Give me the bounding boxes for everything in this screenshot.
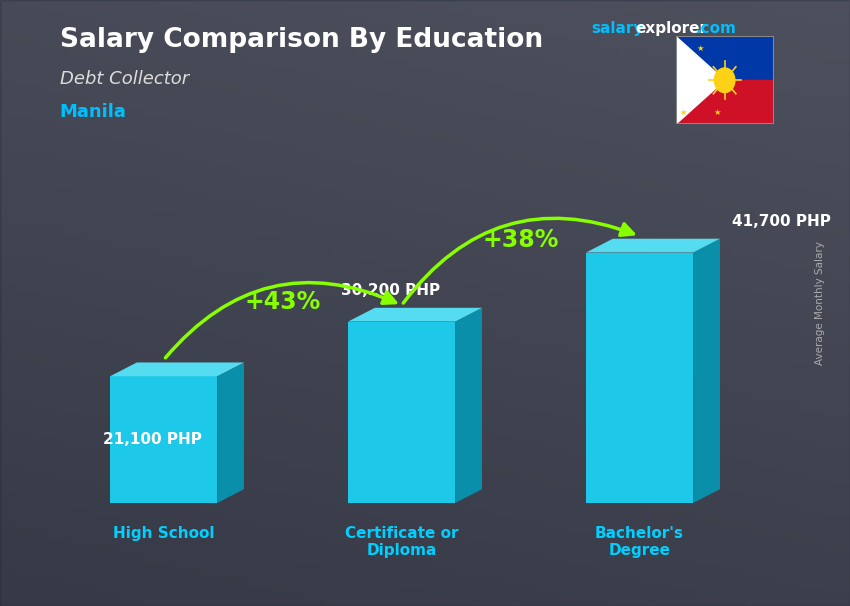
Text: ★: ★ bbox=[713, 108, 721, 117]
Text: Debt Collector: Debt Collector bbox=[60, 70, 189, 88]
Text: explorer: explorer bbox=[636, 21, 708, 36]
Text: Average Monthly Salary: Average Monthly Salary bbox=[815, 241, 825, 365]
Text: 21,100 PHP: 21,100 PHP bbox=[103, 432, 201, 447]
Polygon shape bbox=[586, 239, 720, 253]
Text: salary: salary bbox=[591, 21, 643, 36]
Polygon shape bbox=[693, 239, 720, 503]
Text: 30,200 PHP: 30,200 PHP bbox=[341, 283, 439, 298]
Text: ★: ★ bbox=[696, 44, 704, 53]
Polygon shape bbox=[110, 362, 244, 376]
Polygon shape bbox=[676, 36, 724, 124]
Text: Certificate or
Diploma: Certificate or Diploma bbox=[345, 525, 458, 558]
Text: 41,700 PHP: 41,700 PHP bbox=[732, 214, 830, 228]
Circle shape bbox=[714, 68, 735, 93]
Polygon shape bbox=[348, 308, 482, 322]
Text: ★: ★ bbox=[679, 108, 687, 117]
Bar bbox=[110, 376, 217, 503]
Text: .com: .com bbox=[695, 21, 736, 36]
Bar bbox=[676, 36, 774, 80]
Bar bbox=[348, 322, 455, 503]
Text: Manila: Manila bbox=[60, 103, 127, 121]
Text: High School: High School bbox=[113, 525, 214, 541]
Text: Salary Comparison By Education: Salary Comparison By Education bbox=[60, 27, 542, 53]
Bar bbox=[676, 80, 774, 124]
Text: +43%: +43% bbox=[245, 290, 320, 314]
Bar bbox=[586, 253, 693, 503]
Text: Bachelor's
Degree: Bachelor's Degree bbox=[595, 525, 684, 558]
Polygon shape bbox=[455, 308, 482, 503]
Text: +38%: +38% bbox=[483, 228, 558, 252]
Polygon shape bbox=[217, 362, 244, 503]
